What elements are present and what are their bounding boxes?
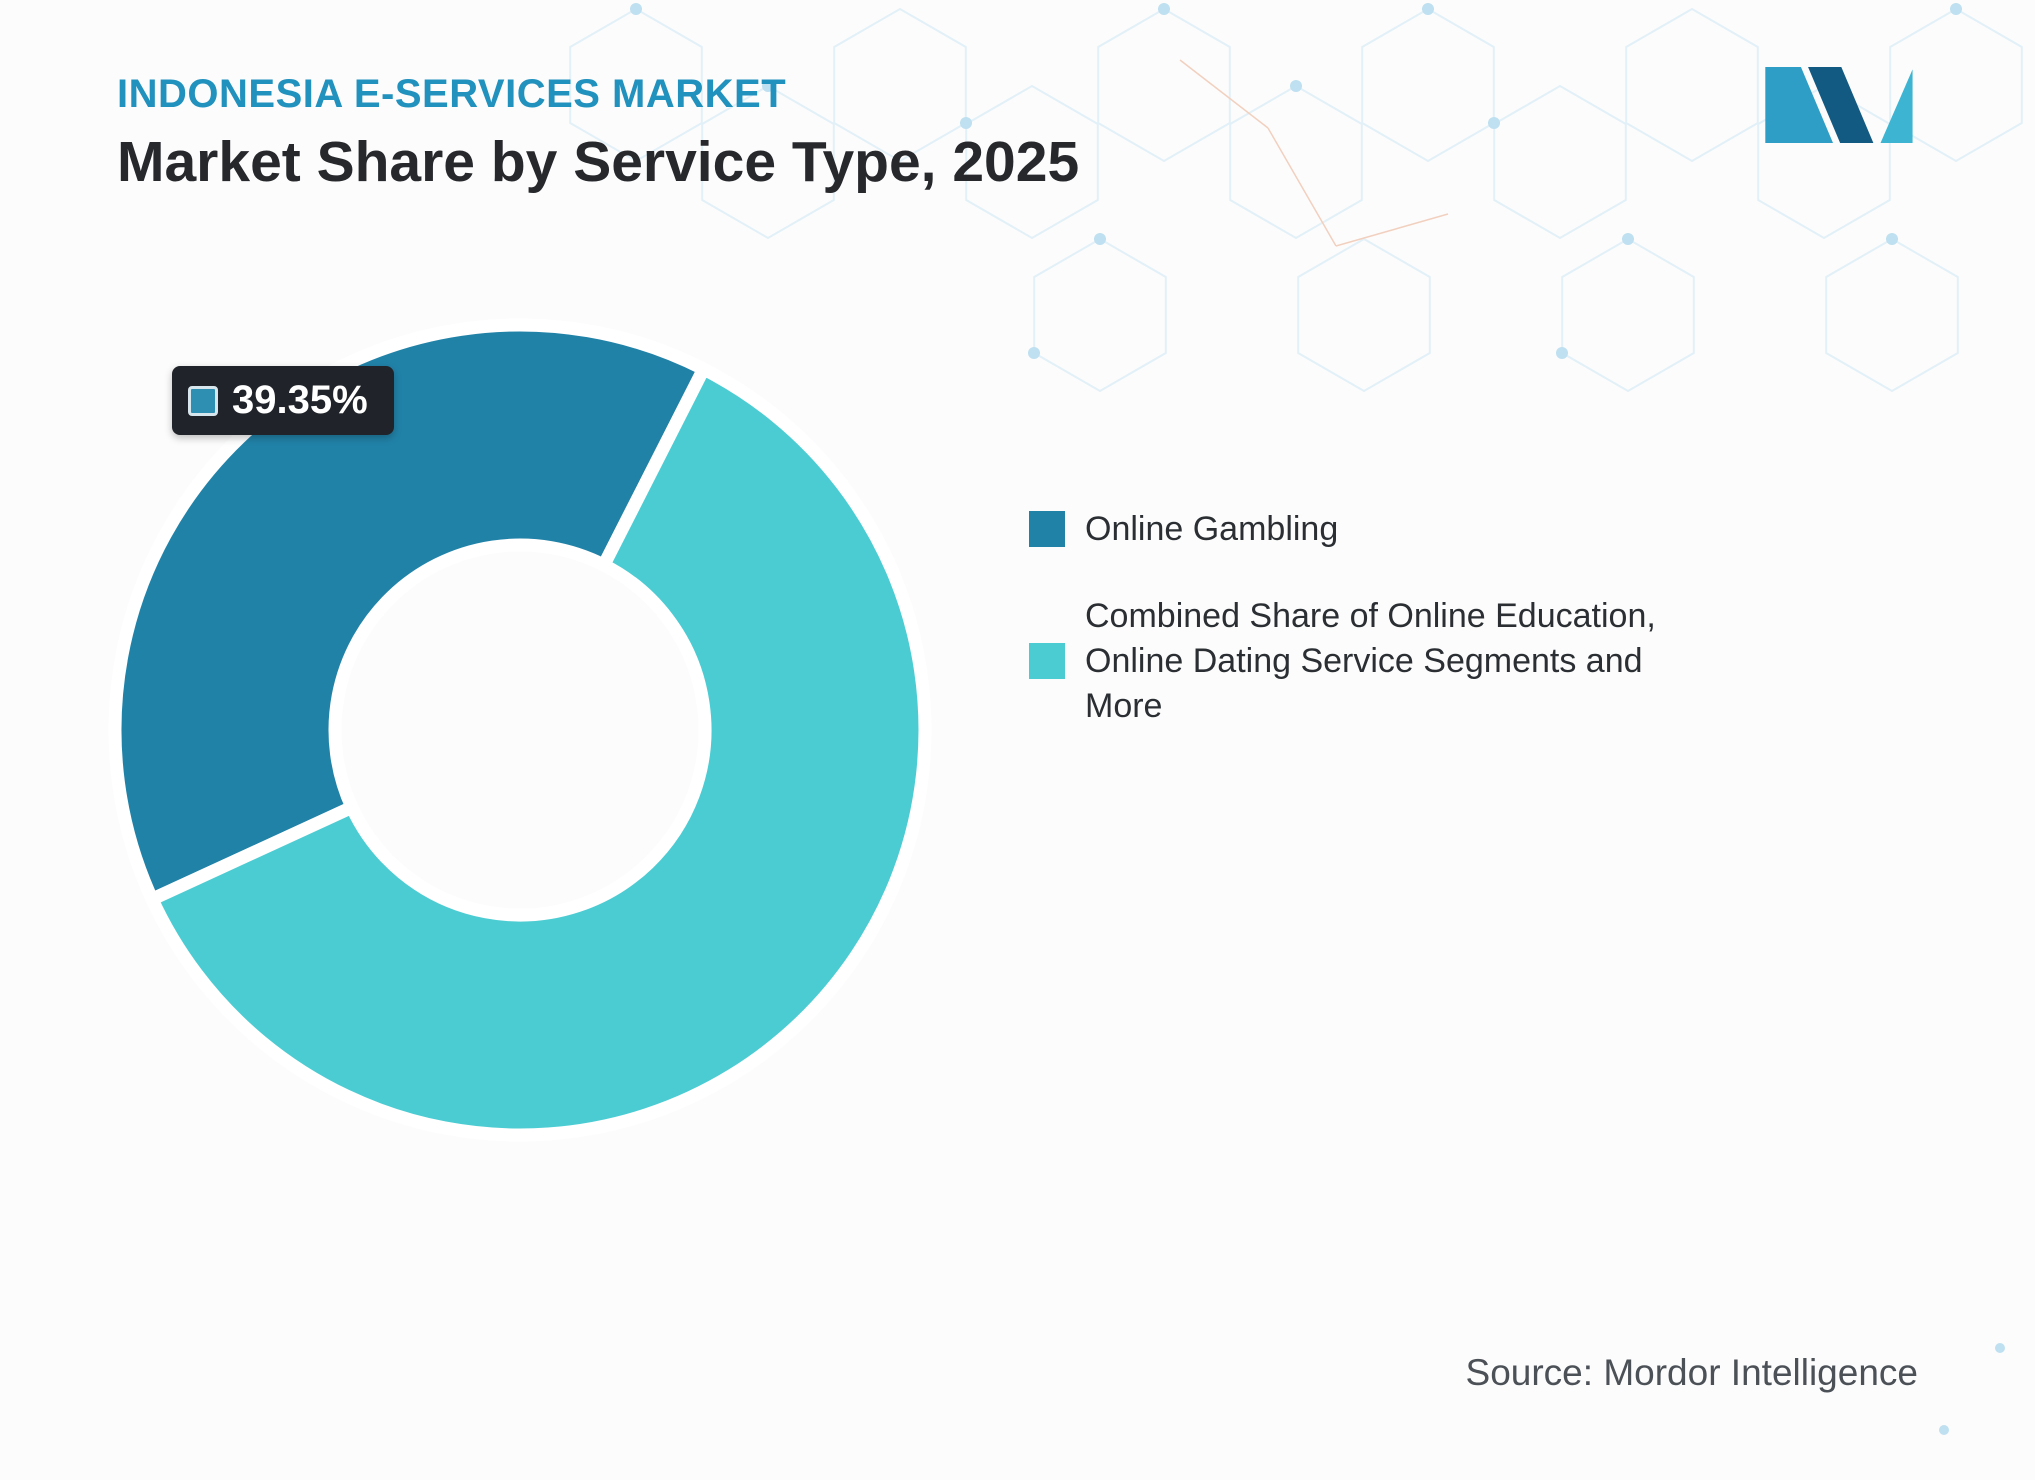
pattern-hexagon: [833, 7, 967, 163]
legend-swatch-combined-segments: [1029, 643, 1065, 680]
pattern-hexagon: [1361, 7, 1495, 163]
legend-label: Combined Share of Online Education, Onli…: [1085, 596, 1656, 725]
pattern-line: [1267, 127, 1337, 247]
callout-value: 39.35%: [232, 378, 368, 422]
pattern-hexagon: [701, 84, 835, 240]
legend-label: Online Gambling: [1085, 510, 1339, 548]
pattern-hexagon: [569, 7, 703, 163]
pattern-dot: [1886, 233, 1898, 245]
legend-item-combined-segments: Combined Share of Online Education, Onli…: [1029, 594, 1665, 729]
chart-legend: Online Gambling Combined Share of Online…: [1029, 507, 1665, 729]
pattern-hexagon: [1889, 7, 2023, 163]
pattern-dot: [960, 117, 972, 129]
header: INDONESIA E-SERVICES MARKET Market Share…: [117, 72, 1079, 195]
pattern-dot: [1939, 1425, 1949, 1435]
source-attribution: Source: Mordor Intelligence: [1465, 1352, 1918, 1393]
donut-slice-1: [143, 360, 932, 1142]
pattern-dot: [1995, 1343, 2005, 1353]
pattern-hexagon: [1625, 7, 1759, 163]
legend-swatch-online-gambling: [1029, 511, 1065, 548]
pattern-hexagon: [1825, 237, 1959, 393]
pattern-dot: [1158, 3, 1170, 15]
pattern-dot: [1950, 3, 1962, 15]
pattern-hexagon: [1097, 7, 1231, 163]
pattern-dot: [1488, 117, 1500, 129]
page-title: Market Share by Service Type, 2025: [117, 130, 1080, 194]
donut-chart-svg: [108, 318, 932, 1142]
pattern-hexagon: [1033, 237, 1167, 393]
pattern-dot: [762, 80, 774, 92]
pattern-dot: [1556, 347, 1568, 359]
mordor-intelligence-logo-icon: [1765, 67, 1913, 143]
pattern-hexagon: [1561, 237, 1695, 393]
pattern-dot: [1422, 3, 1434, 15]
pattern-hexagon: [1297, 237, 1431, 393]
pattern-dot: [1290, 80, 1302, 92]
pattern-hexagon: [1229, 84, 1363, 240]
donut-slice-0: [108, 318, 713, 908]
value-callout: 39.35%: [172, 366, 394, 435]
report-kicker: INDONESIA E-SERVICES MARKET: [117, 72, 787, 116]
pattern-dot: [1622, 233, 1634, 245]
donut-chart: [105, 315, 935, 1145]
pattern-hexagon: [1493, 84, 1627, 240]
pattern-dot: [630, 3, 642, 15]
callout-swatch-icon: [188, 385, 218, 416]
pattern-line: [1335, 213, 1449, 247]
legend-item-online-gambling: Online Gambling: [1029, 507, 1665, 552]
pattern-dot: [1028, 347, 1040, 359]
pattern-dot: [1094, 233, 1106, 245]
pattern-line: [1179, 59, 1269, 129]
